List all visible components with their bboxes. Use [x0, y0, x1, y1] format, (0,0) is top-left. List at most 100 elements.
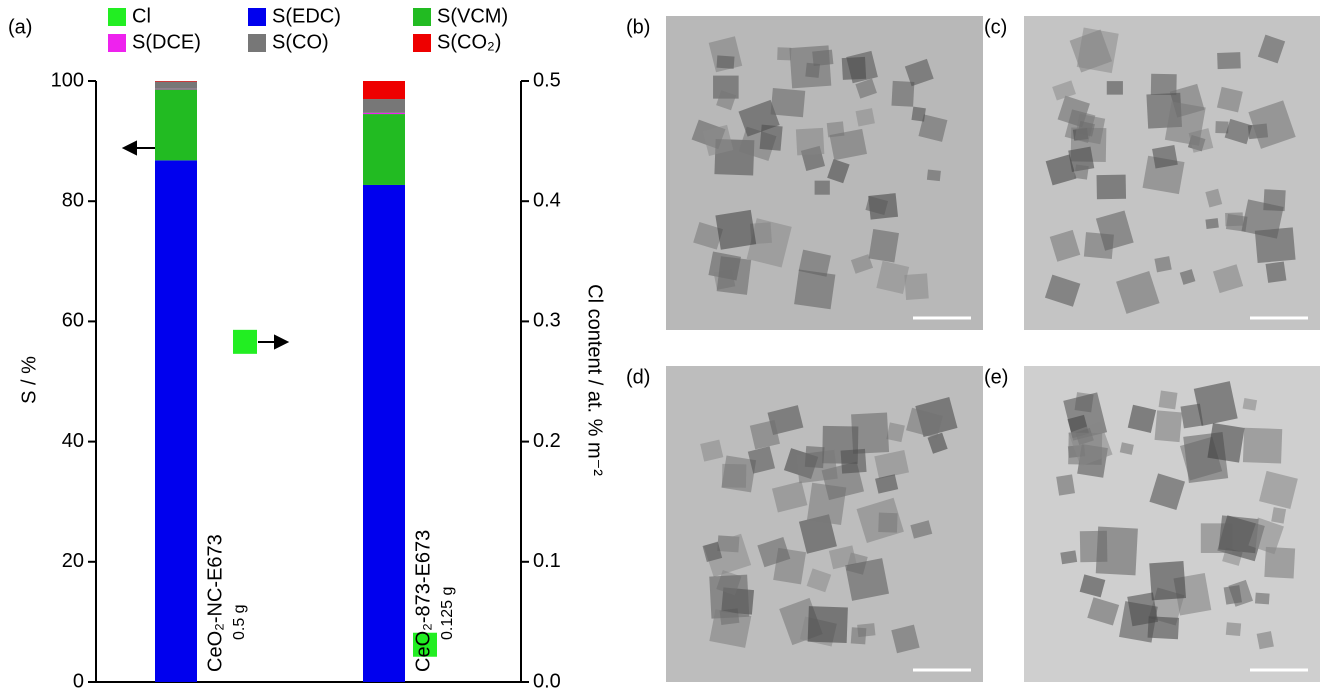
particle	[709, 574, 750, 619]
particle	[700, 439, 724, 462]
particle	[1179, 269, 1196, 285]
legend-label: S(EDC)	[272, 5, 341, 27]
particle	[747, 446, 776, 474]
y-tick-label: 80	[62, 189, 84, 211]
particle	[1242, 398, 1258, 411]
particle	[868, 229, 899, 263]
particle	[1127, 404, 1157, 433]
particle	[1106, 81, 1123, 95]
bar-segment	[155, 81, 197, 82]
bar-segment	[363, 114, 405, 185]
y2-tick-label: 0.1	[533, 550, 561, 572]
particle	[771, 481, 808, 513]
y-tick-label: 60	[62, 310, 84, 332]
particle	[904, 273, 929, 300]
panel-label: (d)	[626, 366, 650, 388]
particle	[828, 545, 857, 570]
category-note: 0.125 g	[439, 587, 456, 640]
particle	[1223, 585, 1242, 605]
bar-segment	[155, 81, 197, 89]
particle	[1096, 174, 1127, 200]
particle	[807, 606, 848, 643]
legend-label: S(CO)	[272, 31, 329, 53]
particle	[1074, 164, 1089, 180]
particle	[1069, 29, 1113, 73]
particle	[1079, 530, 1108, 563]
y2-tick-label: 0.0	[533, 670, 561, 691]
cl-point	[233, 329, 257, 354]
particle	[1205, 218, 1219, 230]
legend-label: S(CO₂)	[437, 31, 501, 53]
panel-label: (e)	[984, 366, 1008, 388]
particle	[1164, 101, 1206, 146]
particle	[757, 537, 791, 568]
particle	[1241, 199, 1284, 239]
particle	[1242, 427, 1283, 464]
bar-segment	[155, 160, 197, 682]
particle	[1180, 403, 1204, 429]
particle	[1052, 80, 1076, 101]
particle	[1150, 73, 1177, 96]
particle	[886, 422, 905, 443]
particle	[814, 180, 830, 195]
particle	[1271, 507, 1287, 524]
particle	[1079, 574, 1106, 598]
particle	[1248, 517, 1284, 555]
particle	[911, 106, 926, 122]
cl-point	[413, 632, 437, 657]
particle	[1087, 597, 1120, 626]
y2-tick-label: 0.2	[533, 430, 561, 452]
particle	[1225, 622, 1242, 637]
particle	[874, 450, 909, 479]
particle	[795, 127, 825, 156]
particle	[876, 260, 910, 295]
particle	[777, 47, 792, 61]
category-note: 0.5 g	[231, 604, 248, 640]
particle	[891, 80, 915, 107]
bar-segment	[363, 112, 405, 115]
y2-tick-label: 0.5	[533, 69, 561, 91]
particle	[716, 90, 737, 111]
bar-segment	[155, 89, 197, 161]
panel-label: (a)	[8, 16, 32, 38]
particle	[829, 128, 867, 161]
legend-label: S(VCM)	[437, 5, 508, 27]
particle	[1044, 274, 1081, 307]
category-label: CeO₂-NC-E673	[204, 534, 226, 672]
particle	[806, 568, 832, 593]
particle	[850, 254, 874, 274]
particle	[1207, 422, 1245, 463]
particle	[1127, 592, 1159, 627]
particle	[906, 407, 943, 439]
particle	[1193, 381, 1238, 427]
micrographs: (b) (c) (d) (e)	[626, 16, 1320, 682]
category-label: CeO₂-873-E673	[412, 530, 434, 672]
arrow-head	[274, 334, 290, 350]
particle	[750, 222, 772, 245]
particle	[713, 75, 739, 99]
legend-swatch	[248, 34, 266, 52]
bar-segment	[155, 88, 197, 90]
particle	[840, 448, 867, 474]
particle	[1152, 145, 1178, 169]
legend-label: Cl	[132, 5, 151, 27]
particle	[1257, 34, 1286, 64]
particle	[1154, 410, 1183, 443]
particle	[709, 609, 752, 648]
y2-tick-label: 0.4	[533, 189, 561, 211]
particle	[1149, 560, 1186, 601]
particle	[1056, 474, 1075, 496]
particle	[767, 405, 804, 435]
particle	[1217, 52, 1241, 70]
particle	[1045, 154, 1077, 186]
particle	[1259, 470, 1298, 509]
particle	[1216, 86, 1243, 113]
bar-segment	[363, 184, 405, 682]
y-axis-title: S / %	[18, 356, 40, 404]
bar-segment	[363, 99, 405, 113]
particle	[1119, 442, 1134, 455]
y-tick-label: 20	[62, 550, 84, 572]
particle	[1218, 515, 1259, 554]
particle	[865, 196, 889, 215]
